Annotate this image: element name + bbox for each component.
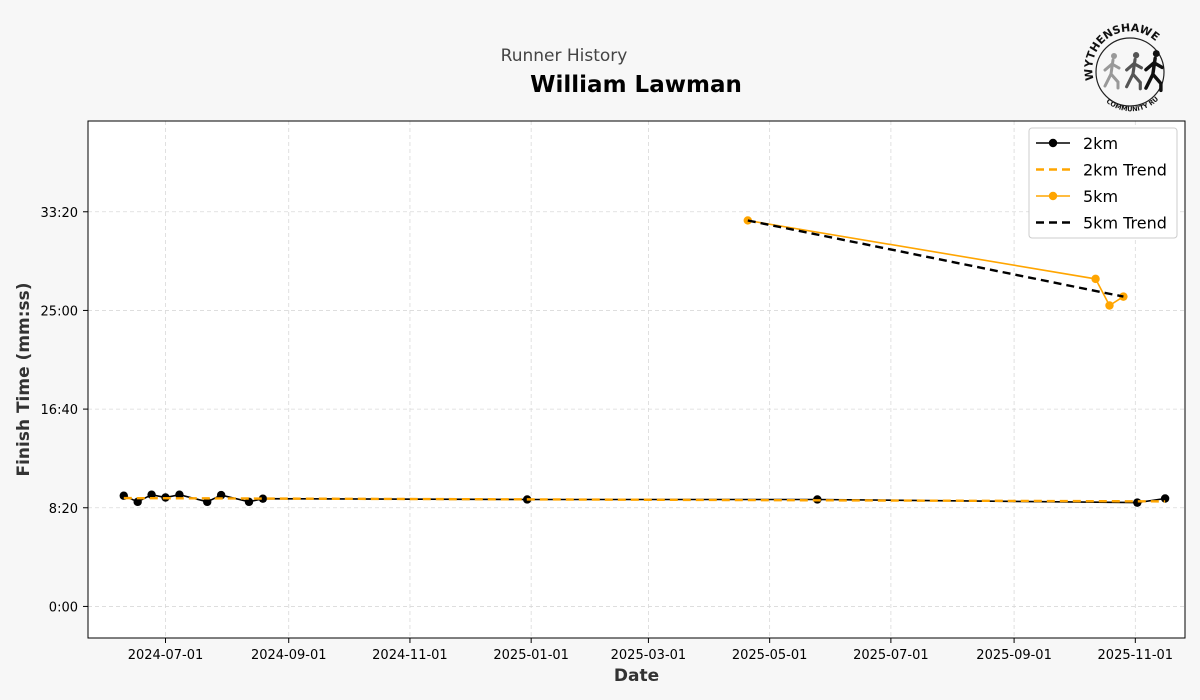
data-point-5km [743,216,752,225]
y-tick-label: 16:40 [41,403,78,418]
logo-top-textpath: WYTHENSHAWE [1082,21,1162,81]
data-point-2km [175,490,184,499]
logo-runner-black-body [1144,56,1164,93]
y-tick-label: 8:20 [49,502,78,517]
legend-marker-2km [1048,138,1058,148]
legend-marker-5km [1048,191,1058,201]
x-tick-label: 2025-03-01 [611,648,687,663]
data-point-2km [203,497,212,507]
y-tick-label: 25:00 [41,304,78,319]
x-tick-label: 2024-07-01 [128,648,204,663]
data-point-2km [258,494,268,503]
legend-label-5km: 5km [1083,187,1118,206]
series-line-2km-trend [123,496,1166,503]
x-tick-label: 2025-07-01 [853,648,929,663]
logo-runner-grey [1103,53,1121,90]
logo-runner-dark-head [1132,52,1140,59]
logo-runner-black [1144,50,1164,93]
data-point-2km [244,497,254,507]
legend-label-2km: 2km [1083,134,1118,153]
data-point-2km [1133,498,1142,507]
logo-top-text: WYTHENSHAWE [1082,21,1162,81]
data-point-5km [1105,301,1114,310]
plot-border [87,120,1186,639]
logo-ring [1095,37,1165,107]
data-point-2km [133,497,142,507]
data-point-2km [1160,494,1170,503]
series-line-5km [747,219,1124,307]
logo-runner-dark [1125,52,1143,91]
data-point-5km [1091,274,1100,284]
x-tick-label: 2025-01-01 [493,648,569,663]
legend-label-5km-trend: 5km Trend [1083,214,1167,233]
logo-runner-grey-head [1111,53,1117,59]
x-axis-title: Date [614,666,659,686]
chart-title: William Lawman [530,72,742,98]
y-axis-title: Finish Time (mm:ss) [14,282,34,476]
series-line-5km-trend [747,219,1124,298]
logo-runner-dark-body [1125,57,1143,91]
legend-label-2km-trend: 2km Trend [1083,161,1167,180]
chart-supertitle: Runner History [500,46,628,66]
y-tick-label: 33:20 [41,206,78,221]
x-tick-label: 2025-09-01 [976,648,1052,663]
logo-runner-black-head [1152,50,1160,58]
x-tick-label: 2024-09-01 [251,648,327,663]
x-tick-label: 2025-05-01 [732,648,808,663]
legend-box [1028,127,1178,239]
x-tick-label: 2024-11-01 [372,648,448,663]
logo-runner-grey-body [1103,58,1121,90]
x-tick-label: 2025-11-01 [1098,648,1174,663]
data-point-2km [147,490,156,499]
plot-area [88,121,1185,638]
y-tick-label: 0:00 [49,600,78,615]
